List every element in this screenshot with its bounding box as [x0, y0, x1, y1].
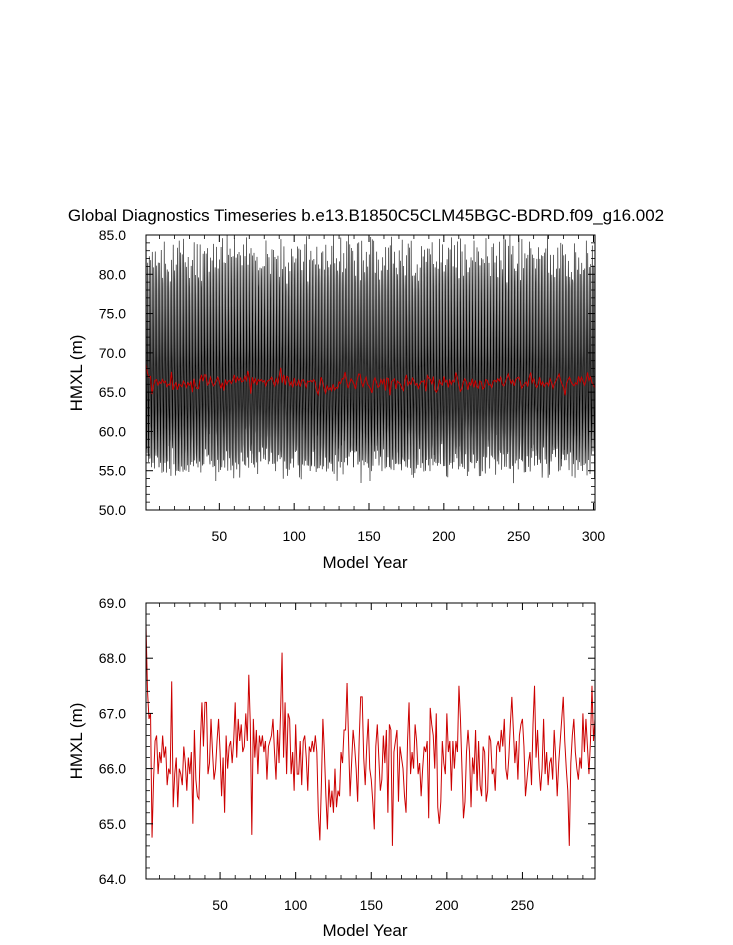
- top-xtick-label: 150: [357, 528, 381, 544]
- top-ytick-label: 55.0: [99, 463, 126, 479]
- bottom-ytick-label: 68.0: [99, 650, 126, 666]
- bottom-plot-data: [145, 625, 596, 846]
- bottom-plot-ylabel: HMXL (m): [67, 703, 86, 780]
- top-series-monthly: [145, 234, 596, 484]
- top-ytick-label: 80.0: [99, 266, 126, 282]
- bottom-series-annual-mean: [145, 625, 596, 846]
- bottom-ytick-label: 64.0: [99, 871, 126, 887]
- top-series-annual-mean: [145, 363, 596, 397]
- top-plot-ylabel: HMXL (m): [67, 335, 86, 412]
- top-xtick-label: 200: [432, 528, 456, 544]
- bottom-plot-xlabel: Model Year: [322, 921, 407, 940]
- bottom-ytick-label: 67.0: [99, 705, 126, 721]
- top-plot: Global Diagnostics Timeseries b.e13.B185…: [67, 206, 664, 572]
- top-ytick-label: 75.0: [99, 306, 126, 322]
- top-ytick-label: 50.0: [99, 502, 126, 518]
- bottom-plot: 64.0 65.0 66.0 67.0 68.0 69.0 50 100 150 200 250 M…: [67, 595, 596, 940]
- bottom-xtick-label: 100: [284, 897, 308, 913]
- bottom-xtick-label: 50: [212, 897, 228, 913]
- top-ytick-label: 60.0: [99, 423, 126, 439]
- bottom-ytick-label: 65.0: [99, 816, 126, 832]
- bottom-xtick-label: 250: [511, 897, 535, 913]
- top-xtick-label: 50: [212, 528, 228, 544]
- top-ytick-label: 85.0: [99, 227, 126, 243]
- top-plot-xlabel: Model Year: [322, 553, 407, 572]
- top-plot-ticks: 50.0 55.0 60.0 65.0 70.0 75.0 80.0 85.0 50 100 150…: [99, 227, 606, 544]
- top-plot-title: Global Diagnostics Timeseries b.e13.B185…: [68, 206, 664, 225]
- bottom-xtick-label: 200: [435, 897, 459, 913]
- bottom-xtick-label: 150: [360, 897, 384, 913]
- top-ytick-label: 70.0: [99, 345, 126, 361]
- top-xtick-label: 100: [282, 528, 306, 544]
- top-xtick-label: 250: [507, 528, 531, 544]
- bottom-plot-frame: [145, 602, 596, 880]
- top-plot-data: [145, 234, 596, 484]
- bottom-ytick-label: 66.0: [99, 761, 126, 777]
- bottom-ytick-label: 69.0: [99, 595, 126, 611]
- top-plot-frame: [145, 234, 596, 511]
- top-ytick-label: 65.0: [99, 384, 126, 400]
- bottom-plot-ticks: 64.0 65.0 66.0 67.0 68.0 69.0 50 100 150 200 250: [99, 595, 595, 913]
- top-xtick-label: 300: [582, 528, 606, 544]
